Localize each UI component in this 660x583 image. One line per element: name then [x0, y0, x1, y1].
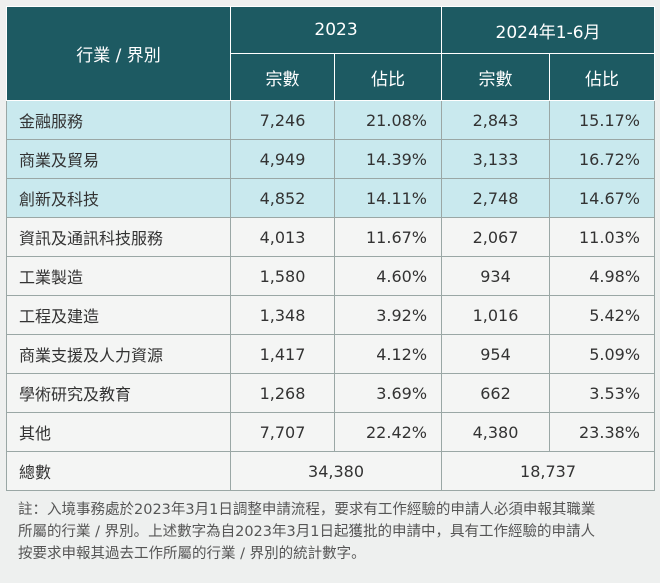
share-2023-header: 佔比	[333, 53, 443, 101]
share-2024-cell: 5.09%	[549, 334, 656, 374]
total-2023-cell: 34,380	[229, 451, 443, 491]
industry-statistics-table: 行業 / 界別 2023 2024年1-6月 宗數 佔比 宗數 佔比 金融服務 …	[6, 6, 656, 491]
cases-2024-cell: 4,380	[441, 412, 551, 452]
share-2024-cell: 15.17%	[549, 100, 656, 140]
share-2024-cell: 14.67%	[549, 178, 656, 218]
share-2023-cell: 11.67%	[333, 217, 443, 257]
share-2023-cell: 14.11%	[333, 178, 443, 218]
total-label-cell: 總數	[6, 451, 231, 491]
footnote-line: 按要求申報其過去工作所屬的行業 / 界別的統計數字。	[18, 546, 366, 562]
table-row: 工程及建造 1,348 3.92% 1,016 5.42%	[6, 295, 656, 335]
table-row: 商業及貿易 4,949 14.39% 3,133 16.72%	[6, 139, 656, 179]
share-2023-cell: 3.92%	[333, 295, 443, 335]
cases-2023-cell: 4,949	[230, 139, 335, 179]
industry-statistics-table-container: 行業 / 界別 2023 2024年1-6月 宗數 佔比 宗數 佔比 金融服務 …	[6, 6, 656, 565]
cases-2024-cell: 934	[441, 256, 551, 296]
share-2023-cell: 4.60%	[333, 256, 443, 296]
cases-2024-cell: 2,067	[441, 217, 551, 257]
cases-2023-cell: 1,580	[230, 256, 335, 296]
cases-2023-cell: 4,013	[230, 217, 335, 257]
cases-2024-cell: 954	[441, 334, 551, 374]
cases-2023-cell: 1,348	[230, 295, 335, 335]
cases-2024-cell: 1,016	[441, 295, 551, 335]
category-cell: 商業支援及人力資源	[6, 334, 231, 374]
total-row: 總數 34,380 18,737	[6, 451, 656, 491]
table-row: 學術研究及教育 1,268 3.69% 662 3.53%	[6, 373, 656, 413]
footnote: 註：入境事務處於2023年3月1日調整申請流程，要求有工作經驗的申請人必須申報其…	[6, 493, 654, 565]
table-row: 其他 7,707 22.42% 4,380 23.38%	[6, 412, 656, 452]
cases-2024-cell: 2,748	[441, 178, 551, 218]
category-cell: 工業製造	[6, 256, 231, 296]
share-2023-cell: 4.12%	[333, 334, 443, 374]
category-cell: 商業及貿易	[6, 139, 231, 179]
share-2024-cell: 4.98%	[549, 256, 656, 296]
share-2024-cell: 16.72%	[549, 139, 656, 179]
share-2023-cell: 14.39%	[333, 139, 443, 179]
total-2024-cell: 18,737	[441, 451, 656, 491]
category-cell: 資訊及通訊科技服務	[6, 217, 231, 257]
category-cell: 金融服務	[6, 100, 231, 140]
share-2024-cell: 5.42%	[549, 295, 656, 335]
table-row: 資訊及通訊科技服務 4,013 11.67% 2,067 11.03%	[6, 217, 656, 257]
footnote-line: 註：入境事務處於2023年3月1日調整申請流程，要求有工作經驗的申請人必須申報其…	[18, 502, 596, 518]
share-2024-cell: 11.03%	[549, 217, 656, 257]
share-2024-cell: 3.53%	[549, 373, 656, 413]
share-2023-cell: 3.69%	[333, 373, 443, 413]
cases-2023-cell: 7,707	[230, 412, 335, 452]
category-cell: 創新及科技	[6, 178, 231, 218]
cases-2023-cell: 4,852	[230, 178, 335, 218]
cases-2024-cell: 2,843	[441, 100, 551, 140]
category-cell: 學術研究及教育	[6, 373, 231, 413]
share-2023-cell: 21.08%	[333, 100, 443, 140]
cases-2024-header: 宗數	[441, 53, 551, 101]
share-2024-header: 佔比	[549, 53, 656, 101]
category-header: 行業 / 界別	[6, 6, 231, 101]
cases-2024-cell: 662	[441, 373, 551, 413]
category-cell: 工程及建造	[6, 295, 231, 335]
share-2024-cell: 23.38%	[549, 412, 656, 452]
table-row: 工業製造 1,580 4.60% 934 4.98%	[6, 256, 656, 296]
table-row: 商業支援及人力資源 1,417 4.12% 954 5.09%	[6, 334, 656, 374]
table-row: 創新及科技 4,852 14.11% 2,748 14.67%	[6, 178, 656, 218]
table-row: 金融服務 7,246 21.08% 2,843 15.17%	[6, 100, 656, 140]
cases-2023-cell: 1,417	[230, 334, 335, 374]
category-cell: 其他	[6, 412, 231, 452]
cases-2023-cell: 7,246	[230, 100, 335, 140]
cases-2023-cell: 1,268	[230, 373, 335, 413]
share-2023-cell: 22.42%	[333, 412, 443, 452]
cases-2023-header: 宗數	[230, 53, 335, 101]
cases-2024-cell: 3,133	[441, 139, 551, 179]
period-2024-header: 2024年1-6月	[441, 6, 656, 54]
footnote-line: 所屬的行業 / 界別。上述數字為自2023年3月1日起獲批的申請中，具有工作經驗…	[18, 524, 595, 540]
period-2023-header: 2023	[229, 6, 443, 54]
